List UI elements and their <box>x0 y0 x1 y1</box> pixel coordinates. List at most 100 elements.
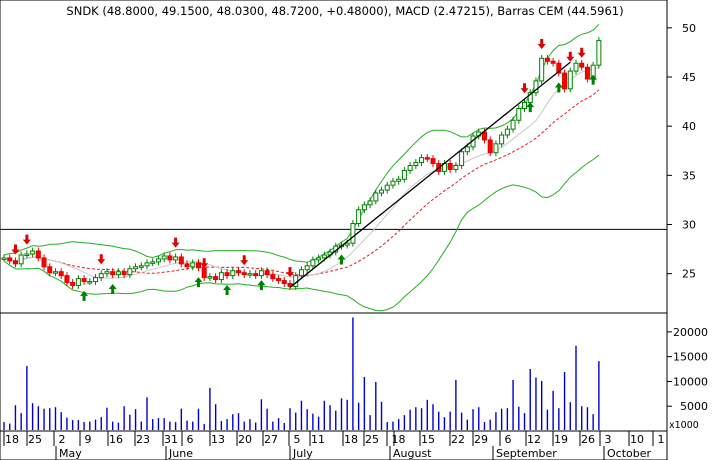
day-label: 1 <box>658 433 665 446</box>
day-label: 19 <box>554 433 568 446</box>
candle-body <box>213 276 219 281</box>
up-arrow <box>554 82 563 93</box>
candle-body <box>127 268 133 276</box>
candle-body <box>35 250 41 259</box>
price-panel <box>0 0 668 314</box>
day-label: 26 <box>581 433 595 446</box>
candle-body <box>430 158 436 165</box>
down-arrow <box>171 237 180 248</box>
candle-body <box>190 262 196 268</box>
candle-body <box>81 278 87 283</box>
volume-bars <box>3 317 600 430</box>
day-label: 10 <box>630 433 644 446</box>
candle-body <box>316 257 322 261</box>
candle-body <box>493 143 499 154</box>
candle-body <box>413 162 419 167</box>
price-tick-label: 35 <box>682 169 696 182</box>
candle-body <box>567 70 573 90</box>
candle-body <box>516 107 522 121</box>
up-arrow <box>257 280 266 291</box>
candle-body <box>201 267 207 279</box>
day-label: 25 <box>28 433 42 446</box>
candle-body <box>367 200 373 206</box>
candle-body <box>276 278 282 282</box>
candle-body <box>155 258 161 263</box>
signal-arrows <box>11 38 598 301</box>
day-label: 20 <box>238 433 252 446</box>
date-axis <box>0 430 668 460</box>
candle-body <box>544 57 550 62</box>
volume-tick-label: 10000 <box>673 375 708 388</box>
candle-body <box>18 254 24 265</box>
candle-body <box>253 273 259 277</box>
candle-body <box>161 255 167 260</box>
candle-body <box>133 266 139 270</box>
candle-body <box>401 169 407 180</box>
candle-body <box>504 128 510 136</box>
down-arrow <box>11 244 20 255</box>
day-label: 22 <box>451 433 465 446</box>
candle-body <box>218 272 224 281</box>
candle-body <box>247 273 253 276</box>
volume-tick-label: 20000 <box>673 326 708 339</box>
trendline <box>289 61 571 288</box>
candle-body <box>556 62 562 74</box>
candle-body <box>573 62 579 72</box>
volume-panel <box>0 312 668 432</box>
down-arrow <box>97 254 106 265</box>
candle-body <box>321 254 327 259</box>
candle-body <box>373 192 379 202</box>
volume-unit-label: x1000 <box>669 420 699 431</box>
candle-body <box>584 66 590 80</box>
candle-body <box>115 271 121 276</box>
month-label: August <box>393 447 432 460</box>
candle-body <box>87 281 93 284</box>
up-arrow <box>108 284 117 295</box>
volume-tick-label: 5000 <box>680 400 708 413</box>
candle-body <box>499 134 505 145</box>
month-label: September <box>496 447 557 460</box>
candle-body <box>281 280 287 284</box>
candle-body <box>150 261 156 264</box>
candle-body <box>481 131 487 141</box>
volume-axis: 5000 10000 15000 20000 <box>667 326 708 413</box>
candle-body <box>510 119 516 130</box>
month-label: May <box>59 447 82 460</box>
candle-body <box>93 277 99 283</box>
candle-body <box>447 163 453 170</box>
price-tick-label: 50 <box>682 22 696 35</box>
candle-body <box>459 151 465 167</box>
candle-body <box>487 139 493 154</box>
candle-body <box>110 271 116 276</box>
candle-body <box>7 257 13 262</box>
down-arrow <box>537 38 546 49</box>
price-tick-label: 30 <box>682 219 696 232</box>
day-label: 25 <box>365 433 379 446</box>
day-label: 16 <box>109 433 123 446</box>
candle-body <box>144 262 150 267</box>
candle-body <box>464 146 470 153</box>
candle-body <box>270 274 276 280</box>
down-arrow <box>22 234 31 245</box>
candle-body <box>178 256 184 265</box>
candle-body <box>453 165 459 170</box>
down-arrow <box>200 258 209 269</box>
candle-body <box>562 72 568 90</box>
candle-body <box>64 275 70 284</box>
candle-body <box>419 157 425 164</box>
day-label: 1 <box>392 433 399 446</box>
up-arrow <box>589 74 598 85</box>
day-label: 3 <box>605 433 612 446</box>
down-arrow <box>577 47 586 58</box>
candle-body <box>70 282 76 286</box>
candle-body <box>379 189 385 194</box>
candle-body <box>522 102 528 109</box>
candle-body <box>258 270 264 277</box>
candle-body <box>230 270 236 277</box>
day-label: 12 <box>527 433 541 446</box>
day-label: 15 <box>421 433 435 446</box>
month-label: October <box>607 447 651 460</box>
price-candles <box>1 37 602 290</box>
month-label: June <box>168 447 193 460</box>
